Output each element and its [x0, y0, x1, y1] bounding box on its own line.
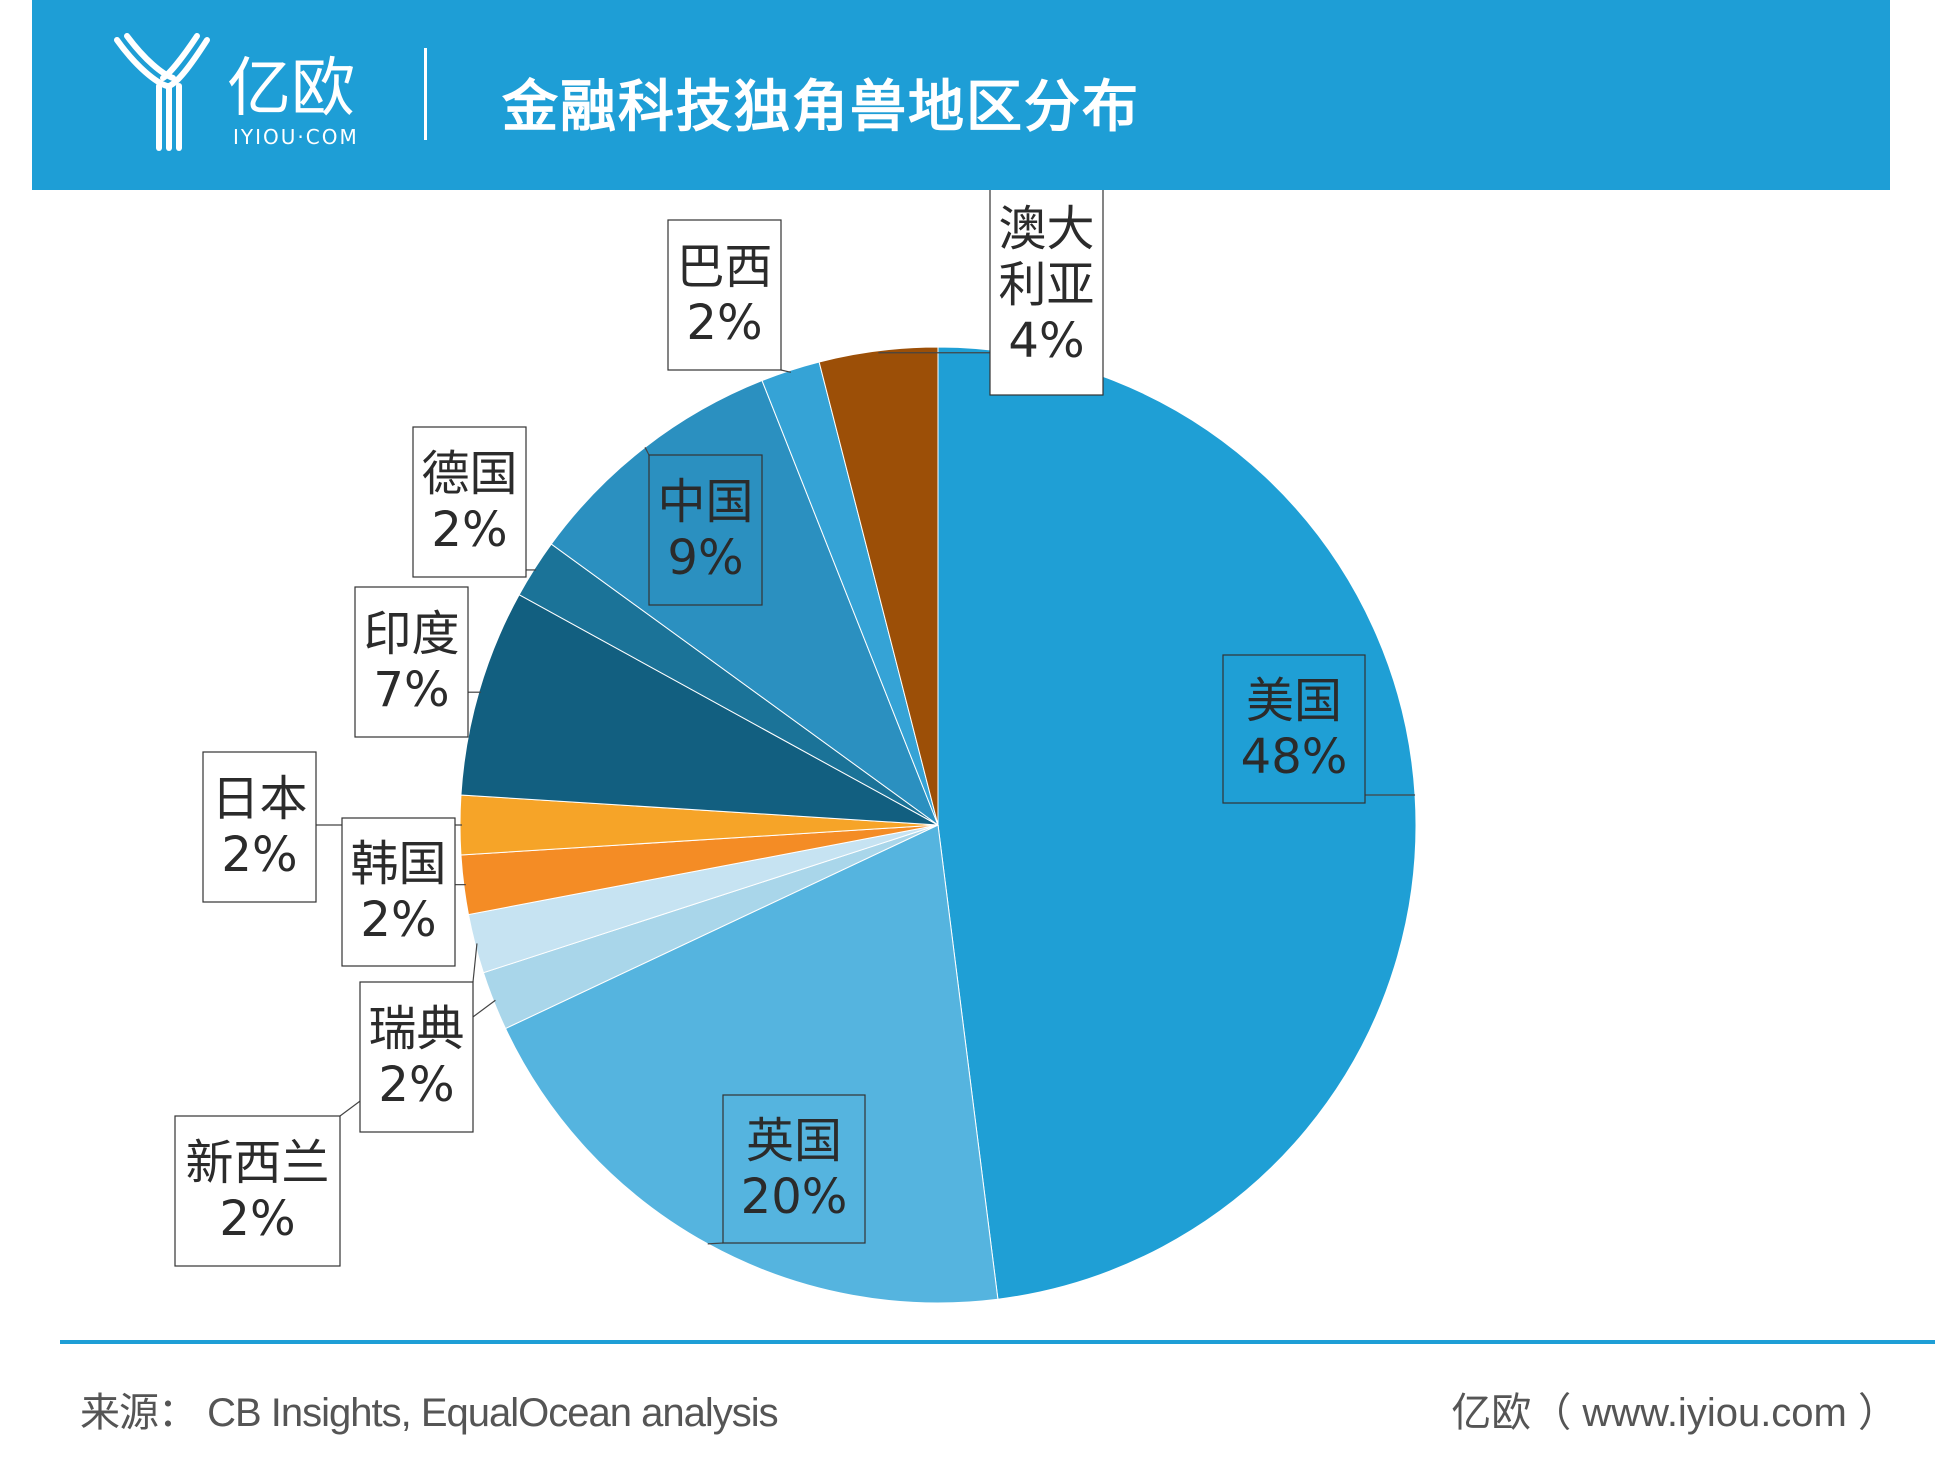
- label-box-slice-2: [722, 1094, 866, 1244]
- label-box-slice-8: [412, 426, 527, 578]
- label-box-slice-4: [359, 981, 474, 1133]
- slice-label-name-10: 巴西: [676, 239, 772, 295]
- slice-label-value-9: 9%: [667, 530, 743, 586]
- logo-text: 亿欧: [227, 52, 355, 126]
- iyiou-logo: 亿欧 IYIOU·COM: [114, 33, 359, 151]
- slice-label-value-2: 20%: [741, 1169, 848, 1225]
- source-note: 来源： CB Insights, EqualOcean analysis: [80, 1391, 779, 1435]
- label-box-slice-3: [174, 1115, 341, 1267]
- slice-label-name-1: 美国: [1246, 673, 1342, 729]
- pie-slices: [459, 346, 1417, 1304]
- slice-label-value-10: 2%: [686, 295, 762, 351]
- slice-label-name-8: 德国: [421, 446, 517, 502]
- slice-label-value-7: 7%: [373, 662, 449, 718]
- slice-label-name-11-2: 利亚: [998, 257, 1094, 313]
- footer-brand: 亿欧（ www.iyiou.com ）: [1451, 1391, 1898, 1435]
- slice-label-value-4: 2%: [378, 1057, 454, 1113]
- slice-label-name-7: 印度: [363, 606, 459, 662]
- slice-label-value-8: 2%: [431, 502, 507, 558]
- slice-label-value-6: 2%: [221, 827, 297, 883]
- label-box-slice-10: [667, 219, 782, 371]
- logo-subtext: IYIOU·COM: [233, 125, 359, 149]
- label-box-slice-1: [1222, 654, 1366, 804]
- label-box-slice-9: [648, 454, 763, 606]
- slice-label-name-5: 韩国: [350, 836, 446, 892]
- slice-label-name-11-1: 澳大: [998, 201, 1094, 257]
- label-box-slice-11: [989, 190, 1104, 396]
- pie-slice-11: [818, 346, 939, 826]
- slice-label-name-4: 瑞典: [368, 1001, 464, 1057]
- slice-label-name-3: 新西兰: [185, 1135, 329, 1191]
- slice-label-name-6: 日本: [211, 771, 307, 827]
- leader-line-slice-10: [780, 369, 792, 373]
- leader-line-slice-9: [644, 447, 650, 456]
- page-title: 金融科技独角兽地区分布: [502, 75, 1140, 140]
- leader-line-slice-2: [707, 1242, 724, 1245]
- pie-slice-1: [937, 346, 1417, 1300]
- leader-line-slice-4: [472, 943, 478, 983]
- slice-label-name-2: 英国: [746, 1113, 842, 1169]
- logo-divider: [424, 48, 427, 140]
- slice-label-name-9: 中国: [657, 474, 753, 530]
- slice-label-value-1: 48%: [1241, 729, 1348, 785]
- label-box-slice-5: [341, 817, 456, 967]
- slice-label-value-3: 2%: [219, 1191, 295, 1247]
- slice-label-value-11: 4%: [1008, 313, 1084, 369]
- slice-label-value-5: 2%: [360, 892, 436, 948]
- label-box-slice-7: [354, 586, 469, 738]
- footer-divider: [60, 1340, 1935, 1344]
- header-banner: 亿欧 IYIOU·COM 金融科技独角兽地区分布: [32, 0, 1890, 190]
- label-box-slice-6: [202, 751, 317, 903]
